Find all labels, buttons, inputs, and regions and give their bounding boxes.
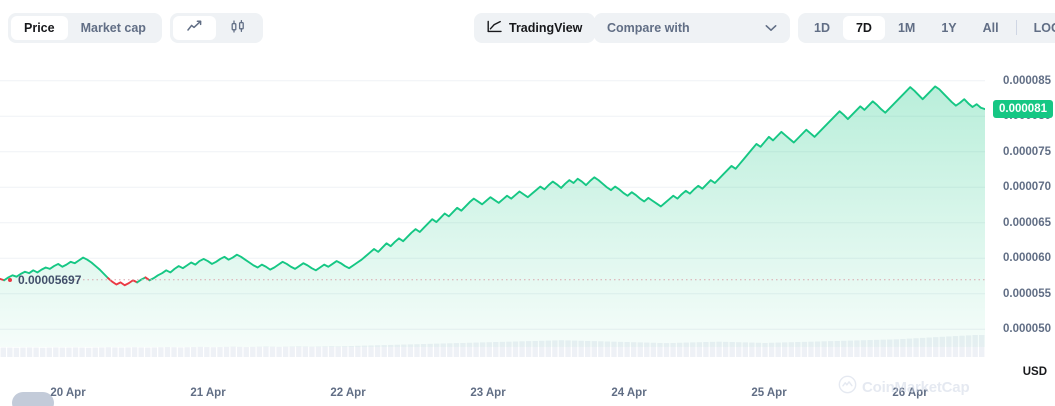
y-axis-tick: 0.000065	[1003, 216, 1051, 229]
compare-with-label: Compare with	[607, 20, 690, 35]
y-axis-tick: 0.000050	[1003, 323, 1051, 336]
line-chart-type-button[interactable]	[172, 15, 216, 40]
market-cap-tab[interactable]: Market cap	[68, 16, 159, 40]
chart-area: CoinMarketCap USD 0.0000850.0000800.0000…	[0, 55, 1055, 396]
x-axis: 20 Apr 21 Apr 22 Apr 23 Apr 24 Apr 25 Apr 26 A…	[0, 380, 1055, 406]
candlestick-chart-icon	[230, 19, 246, 36]
price-plot[interactable]	[0, 55, 985, 380]
y-axis-tick: 0.000085	[1003, 74, 1051, 87]
corner-decoration	[12, 392, 54, 406]
tradingview-chart-icon	[487, 20, 502, 36]
chevron-down-icon	[765, 21, 777, 35]
reference-price-marker	[8, 277, 12, 282]
range-1y-button[interactable]: 1Y	[928, 16, 969, 40]
tradingview-button[interactable]: TradingView	[474, 12, 596, 43]
y-axis-tick: 0.000075	[1003, 145, 1051, 158]
range-all-button[interactable]: All	[970, 16, 1012, 40]
x-axis-tick: 20 Apr	[50, 387, 86, 399]
reference-price-label: 0.00005697	[18, 272, 82, 287]
x-axis-tick: 22 Apr	[330, 387, 366, 399]
currency-label: USD	[1022, 366, 1047, 378]
x-axis-tick: 24 Apr	[611, 387, 647, 399]
x-axis-tick: 21 Apr	[190, 387, 226, 399]
time-range-group: 1D 7D 1M 1Y All LOG •••	[798, 12, 1055, 43]
x-axis-tick: 23 Apr	[470, 387, 506, 399]
toolbar-left-group: Price Market cap	[8, 12, 263, 43]
price-area-fill	[0, 86, 985, 348]
metric-toggle-group: Price Market cap	[8, 12, 162, 43]
log-scale-button[interactable]: LOG	[1021, 16, 1055, 40]
range-1m-button[interactable]: 1M	[885, 16, 928, 40]
chart-type-group	[169, 12, 263, 43]
y-axis-tick: 0.000055	[1003, 287, 1051, 300]
range-1d-button[interactable]: 1D	[801, 16, 843, 40]
y-axis-tick: 0.000060	[1003, 252, 1051, 265]
price-line	[0, 85, 985, 287]
x-axis-tick: 26 Apr	[892, 387, 928, 399]
volume-bars	[0, 335, 985, 357]
y-axis-tick: 0.000070	[1003, 181, 1051, 194]
y-axis: USD 0.0000850.0000800.0000750.0000700.00…	[985, 55, 1055, 380]
price-tab[interactable]: Price	[11, 15, 68, 40]
compare-with-dropdown[interactable]: Compare with	[594, 12, 790, 43]
line-chart-icon	[187, 20, 202, 35]
tradingview-label: TradingView	[509, 20, 583, 35]
chart-toolbar: Price Market cap	[0, 0, 1055, 55]
toolbar-divider-1	[1015, 20, 1017, 35]
current-price-badge: 0.000081	[993, 100, 1053, 119]
candlestick-chart-type-button[interactable]	[216, 16, 260, 40]
x-axis-tick: 25 Apr	[751, 387, 787, 399]
range-7d-button[interactable]: 7D	[842, 15, 885, 40]
